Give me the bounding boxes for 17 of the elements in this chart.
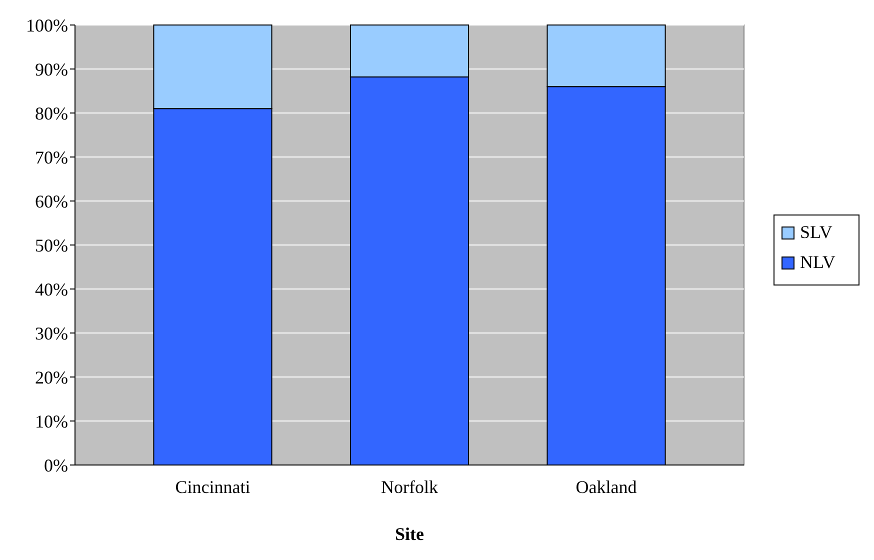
y-tick-label: 80% [35, 103, 68, 124]
x-axis-title: Site [395, 524, 424, 544]
y-tick-label: 30% [35, 323, 68, 344]
y-tick-label: 10% [35, 411, 68, 432]
y-tick-label: 60% [35, 191, 68, 212]
y-tick-label: 0% [44, 455, 68, 476]
x-tick-label: Cincinnati [175, 477, 250, 497]
y-tick-label: 70% [35, 147, 68, 168]
legend-label: SLV [800, 222, 832, 242]
y-tick-label: 100% [26, 15, 68, 36]
y-tick-label: 90% [35, 59, 68, 80]
legend-label: NLV [800, 252, 836, 272]
y-tick-label: 50% [35, 235, 68, 256]
x-tick-label: Oakland [576, 477, 637, 497]
y-tick-label: 40% [35, 279, 68, 300]
y-tick-label: 20% [35, 367, 68, 388]
x-tick-label: Norfolk [381, 477, 438, 497]
